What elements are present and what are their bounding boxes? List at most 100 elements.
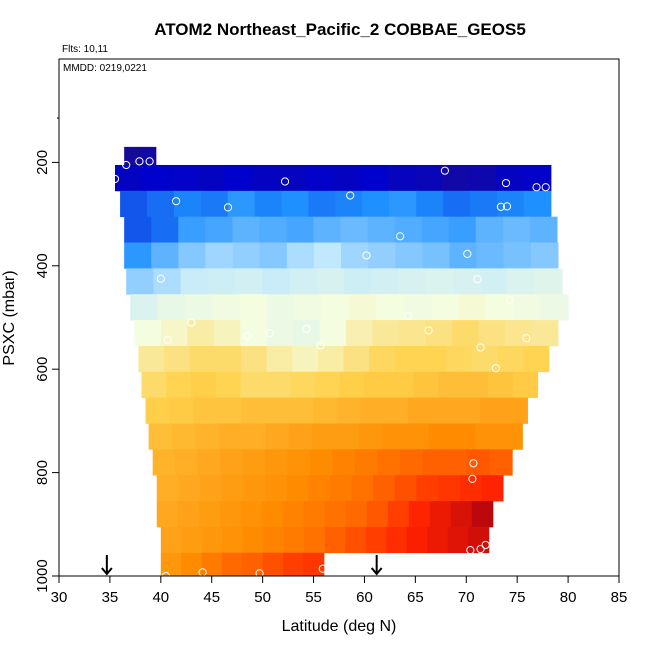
heat-cell [289,268,318,295]
sample-point [302,324,311,333]
heat-cell [177,501,200,528]
heat-cell [286,242,315,269]
heat-cell [153,268,182,295]
heat-cell [266,320,294,347]
plot-frame [58,58,620,577]
heat-cell [263,526,285,554]
flight-arrow [101,555,113,576]
chart-title: ATOM2 Northeast_Pacific_2 COBBAE_GEOS5 [154,20,526,39]
heat-cell [181,526,203,554]
heat-cell [220,449,244,476]
heat-cell [201,526,223,554]
heat-cell [341,242,369,269]
heat-cell [187,320,215,347]
heat-cell [512,371,539,399]
heat-cell [227,190,256,218]
heat-cell [261,501,284,528]
heat-cell [469,164,497,192]
heat-cell [414,164,443,192]
heatmap-cells [115,146,569,577]
heat-cell [336,397,361,424]
heat-cell [308,475,331,502]
heat-cell [503,242,532,269]
heat-cell [345,501,368,528]
x-tick-label: 40 [152,589,169,606]
heat-cell [498,423,523,450]
heat-cell [243,475,266,502]
heat-cell [262,552,284,577]
heat-cell [470,190,498,218]
sample-point [318,564,327,573]
heat-cell [489,449,513,476]
heat-cell [364,371,390,399]
heat-cell [317,345,345,373]
heat-cell [242,423,266,450]
heat-cell [497,345,524,373]
sample-point [463,249,472,259]
sample-point [156,274,165,283]
heat-cell [134,320,162,347]
heat-cell [455,397,481,424]
heat-cell [232,242,261,269]
heat-cell [354,449,378,476]
heat-cell [529,216,558,243]
heat-cell [366,501,389,528]
heat-cell [403,294,432,321]
sample-points [110,157,550,581]
heat-cell [481,475,504,502]
heat-cell [157,294,186,321]
heat-cell [389,371,415,399]
heat-cell [240,371,266,399]
heat-cell [178,216,206,243]
heat-cell [332,449,356,476]
sample-point [502,202,512,211]
y-axis-label: PSXC (mbar) [1,270,18,365]
heat-cell [452,423,477,450]
heat-cell [178,475,201,502]
heat-cell [507,268,536,295]
heat-cell [431,294,460,321]
heat-cell [444,449,468,476]
heat-cell [124,242,152,269]
y-tick-label: 200 [34,150,51,175]
heat-cell [367,216,396,243]
heat-cell [185,294,213,321]
x-tick-label: 80 [560,589,577,606]
flight-arrows [101,555,383,576]
heat-cell [471,345,499,373]
heat-cell [362,190,390,218]
heat-cell [427,526,449,554]
heat-cell [213,320,241,347]
heat-cell [431,397,457,424]
heat-cell [486,294,514,321]
y-tick-label: 800 [34,460,51,485]
heat-cell [265,423,290,450]
y-tick-label: 1000 [34,559,51,592]
heat-cell [399,320,427,347]
x-tick-label: 70 [458,589,475,606]
heat-cell [496,164,525,192]
heat-cell [340,216,369,243]
heat-cell [503,397,528,424]
heat-cell [215,371,242,399]
heat-cell [207,268,236,295]
heat-cell [372,320,400,347]
heat-cell [450,501,473,528]
sample-point [187,318,196,327]
heat-cell [332,164,361,192]
heat-cell [262,268,291,295]
heat-cell [420,345,447,373]
heat-cell [152,449,176,476]
heat-cell [218,423,243,450]
heat-cell [190,371,217,399]
heat-cell [319,320,347,347]
heat-cell [405,423,430,450]
x-tick-label: 35 [102,589,119,606]
heat-cell [313,242,342,269]
heat-cell [534,268,563,295]
heat-cell [468,526,490,554]
heat-cell [452,320,480,347]
heat-cell [308,190,337,218]
heat-cell [254,190,283,218]
